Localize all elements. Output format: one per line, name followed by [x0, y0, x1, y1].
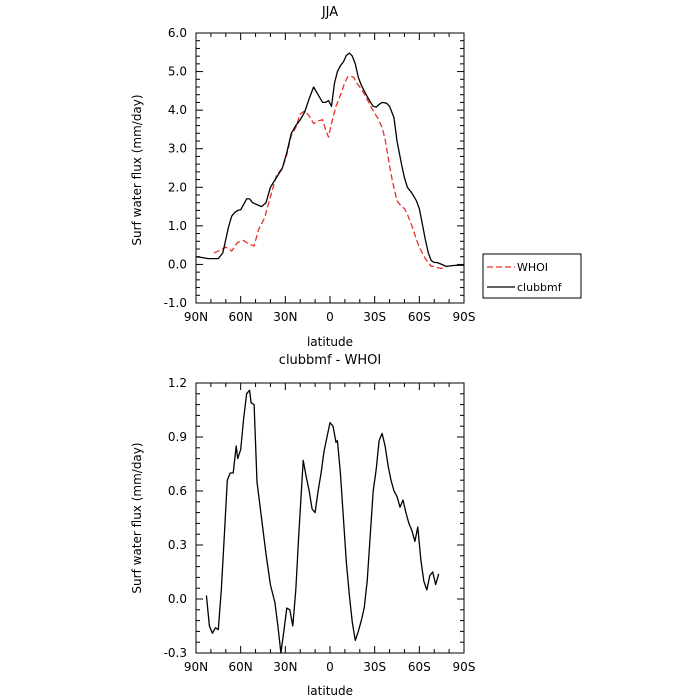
tick-marks	[195, 32, 465, 304]
y-tick-label: 2.0	[168, 180, 187, 194]
plot-frame	[195, 32, 465, 304]
series-lines	[195, 52, 464, 269]
x-tick-label: 30S	[363, 660, 386, 674]
bottom-chart: clubbmf - WHOI 90N 60N 30N 0 30S 60S 90S -0.3 0.…	[130, 353, 475, 698]
x-axis-label: latitude	[307, 684, 353, 698]
legend-box	[482, 253, 582, 299]
y-tick-label: -1.0	[164, 296, 187, 310]
y-tick-label: 0.3	[168, 538, 187, 552]
plot-frame	[195, 382, 465, 654]
top-chart: JJA 90N 60N 30N 0 30S 60S 90S -1.0 0.0 1.0 2.0 3.0 4…	[130, 5, 475, 349]
y-tick-label: 0.0	[168, 592, 187, 606]
x-tick-label: 0	[326, 310, 334, 324]
y-tick-label: 0.0	[168, 257, 187, 271]
series-line-clubbmf	[195, 52, 464, 268]
chart-title: clubbmf - WHOI	[279, 353, 381, 368]
legend: WHOI clubbmf	[482, 253, 582, 299]
y-tick-label: 5.0	[168, 65, 187, 79]
y-tick-label: 6.0	[168, 26, 187, 40]
x-tick-label: 90N	[184, 310, 208, 324]
legend-label-whoi: WHOI	[517, 261, 548, 274]
plot-area: 90N 60N 30N 0 30S 60S 90S -1.0 0.0 1.0 2.0 3.0 4.0 5.…	[164, 26, 476, 324]
series-line-whoi	[213, 75, 444, 269]
x-tick-label: 60N	[229, 310, 253, 324]
y-tick-label: 1.0	[168, 219, 187, 233]
x-tick-label: 0	[326, 660, 334, 674]
x-tick-label: 30N	[273, 660, 297, 674]
y-axis-label: Surf water flux (mm/day)	[130, 94, 144, 245]
y-tick-label: 1.2	[168, 376, 187, 390]
y-tick-label: -0.3	[164, 646, 187, 660]
x-axis-label: latitude	[307, 335, 353, 349]
x-tick-label: 60N	[229, 660, 253, 674]
plot-area: 90N 60N 30N 0 30S 60S 90S -0.3 0.0 0.3 0.6 0.9 1.2	[164, 376, 476, 674]
x-tick-label: 90N	[184, 660, 208, 674]
y-tick-label: 4.0	[168, 103, 187, 117]
legend-label-clubbmf: clubbmf	[517, 281, 563, 294]
x-tick-label: 30N	[273, 310, 297, 324]
x-tick-label: 90S	[453, 660, 476, 674]
y-tick-label: 0.6	[168, 484, 187, 498]
x-tick-label: 30S	[363, 310, 386, 324]
y-axis-label: Surf water flux (mm/day)	[130, 442, 144, 593]
x-tick-label: 60S	[408, 660, 431, 674]
chart-title: JJA	[321, 5, 338, 20]
series-lines	[205, 389, 440, 654]
y-tick-label: 3.0	[168, 142, 187, 156]
series-line-difference	[205, 389, 440, 654]
y-tick-label: 0.9	[168, 430, 187, 444]
x-tick-label: 60S	[408, 310, 431, 324]
x-tick-label: 90S	[453, 310, 476, 324]
